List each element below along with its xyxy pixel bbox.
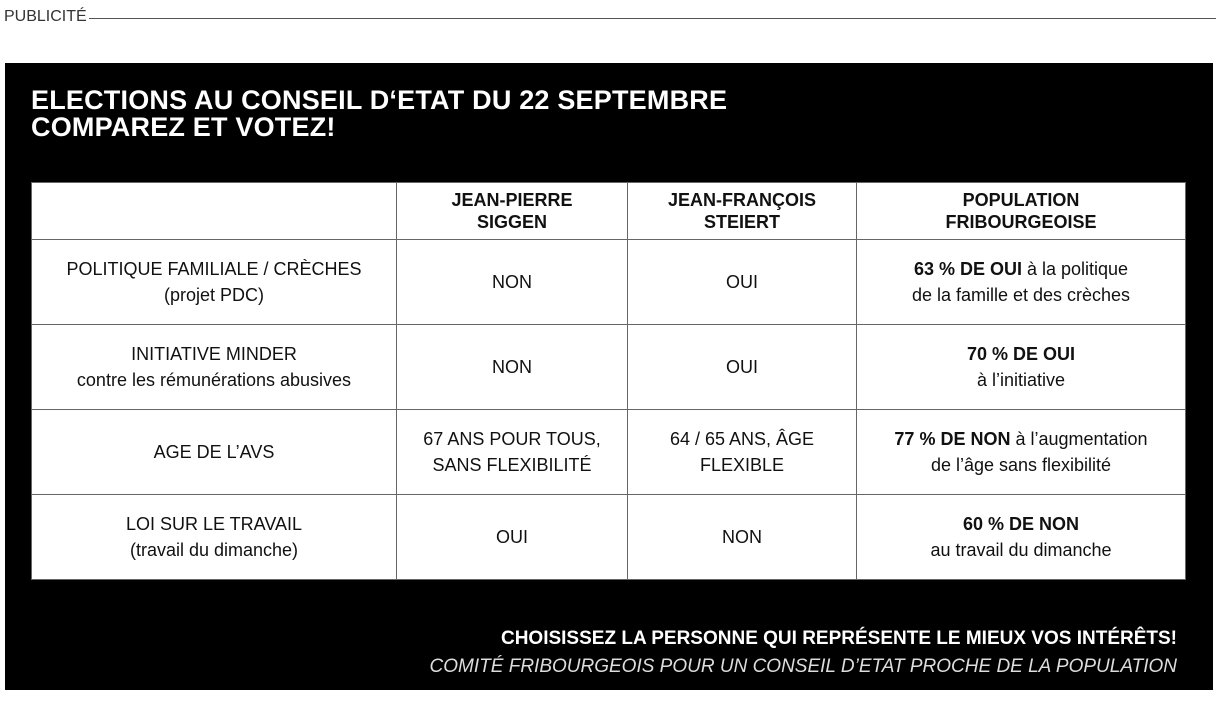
- population-cell: 70 % DE OUI à l’initiative: [856, 324, 1186, 410]
- siggen-line-1: OUI: [495, 527, 528, 547]
- ad-footer: CHOISISSEZ LA PERSONNE QUI REPRÉSENTE LE…: [430, 625, 1177, 681]
- steiert-line-1: NON: [722, 527, 762, 547]
- steiert-cell: 64 / 65 ANS, ÂGE FLEXIBLE: [627, 409, 857, 495]
- population-line-2: à l’initiative: [976, 370, 1066, 390]
- population-result: 77 % DE NON: [894, 429, 1011, 449]
- population-cell: 63 % DE OUI à la politique de la famille …: [856, 239, 1186, 325]
- header-line-1: JEAN-FRANÇOIS: [667, 190, 816, 210]
- publicite-text: PUBLICITÉ: [4, 8, 87, 25]
- population-result: 60 % DE NON: [962, 514, 1080, 534]
- title-line-1: ELECTIONS AU CONSEIL D‘ETAT DU 22 SEPTEM…: [31, 85, 728, 115]
- siggen-cell: OUI: [396, 494, 628, 580]
- population-line-2: de la famille et des crèches: [911, 285, 1131, 305]
- siggen-line-2: SANS FLEXIBILITÉ: [432, 455, 592, 475]
- population-text: à la politique: [1021, 259, 1129, 279]
- topic-cell: INITIATIVE MINDER contre les rémunération…: [31, 324, 397, 410]
- topic-line-2: (projet PDC): [163, 285, 265, 305]
- population-line-2: au travail du dimanche: [930, 540, 1112, 560]
- topic-cell: LOI SUR LE TRAVAIL (travail du dimanche): [31, 494, 397, 580]
- steiert-line-1: 64 / 65 ANS, ÂGE: [669, 429, 815, 449]
- table-row: POLITIQUE FAMILIALE / CRÈCHES (projet PDC…: [31, 239, 1186, 325]
- steiert-line-1: OUI: [725, 357, 758, 377]
- publicite-label: PUBLICITÉ: [4, 8, 1216, 26]
- siggen-line-1: NON: [492, 357, 532, 377]
- column-header: JEAN-PIERRE SIGGEN: [396, 182, 628, 240]
- steiert-cell: NON: [627, 494, 857, 580]
- topic-cell: POLITIQUE FAMILIALE / CRÈCHES (projet PDC…: [31, 239, 397, 325]
- siggen-line-1: 67 ANS POUR TOUS,: [423, 429, 601, 449]
- population-result: 63 % DE OUI: [913, 259, 1022, 279]
- header-line-2: STEIERT: [703, 212, 780, 232]
- divider: [88, 17, 1216, 19]
- header-line-1: JEAN-PIERRE: [451, 190, 573, 210]
- steiert-cell: OUI: [627, 239, 857, 325]
- column-header: [31, 182, 397, 240]
- column-header: JEAN-FRANÇOIS STEIERT: [627, 182, 857, 240]
- steiert-cell: OUI: [627, 324, 857, 410]
- topic-cell: AGE DE L’AVS: [31, 409, 397, 495]
- siggen-cell: 67 ANS POUR TOUS, SANS FLEXIBILITÉ: [396, 409, 628, 495]
- advertisement: ELECTIONS AU CONSEIL D‘ETAT DU 22 SEPTEM…: [5, 63, 1213, 690]
- siggen-line-1: NON: [492, 272, 532, 292]
- comparison-table: JEAN-PIERRE SIGGEN JEAN-FRANÇOIS STEIERT POP…: [31, 182, 1186, 580]
- column-header: POPULATION FRIBOURGEOISE: [856, 182, 1186, 240]
- siggen-cell: NON: [396, 324, 628, 410]
- footer-slogan: CHOISISSEZ LA PERSONNE QUI REPRÉSENTE LE…: [500, 628, 1177, 649]
- topic-line-2: contre les rémunérations abusives: [76, 370, 352, 390]
- table-row: LOI SUR LE TRAVAIL (travail du dimanche) O…: [31, 494, 1186, 580]
- topic-line-1: INITIATIVE MINDER: [131, 344, 297, 364]
- topic-line-1: AGE DE L’AVS: [153, 442, 275, 462]
- topic-line-1: LOI SUR LE TRAVAIL: [125, 514, 303, 534]
- topic-line-1: POLITIQUE FAMILIALE / CRÈCHES: [66, 259, 362, 279]
- ad-title: ELECTIONS AU CONSEIL D‘ETAT DU 22 SEPTEM…: [31, 87, 727, 141]
- topic-line-2: (travail du dimanche): [129, 540, 299, 560]
- table-row: AGE DE L’AVS 67 ANS POUR TOUS, SANS FLEXIB…: [31, 409, 1186, 495]
- population-cell: 77 % DE NON à l’augmentation de l’âge san…: [856, 409, 1186, 495]
- population-result: 70 % DE OUI: [966, 344, 1076, 364]
- population-cell: 60 % DE NON au travail du dimanche: [856, 494, 1186, 580]
- siggen-cell: NON: [396, 239, 628, 325]
- population-line-2: de l’âge sans flexibilité: [930, 455, 1112, 475]
- title-line-2: COMPAREZ ET VOTEZ!: [31, 112, 336, 142]
- footer-committee: COMITÉ FRIBOURGEOIS POUR UN CONSEIL D’ET…: [429, 656, 1177, 677]
- table-row: INITIATIVE MINDER contre les rémunération…: [31, 324, 1186, 410]
- header-line-2: SIGGEN: [476, 212, 547, 232]
- table-header-row: JEAN-PIERRE SIGGEN JEAN-FRANÇOIS STEIERT POP…: [31, 182, 1186, 240]
- population-text: à l’augmentation: [1010, 429, 1148, 449]
- steiert-line-1: OUI: [725, 272, 758, 292]
- header-line-2: FRIBOURGEOISE: [945, 212, 1097, 232]
- header-line-1: POPULATION: [962, 190, 1080, 210]
- steiert-line-2: FLEXIBLE: [699, 455, 785, 475]
